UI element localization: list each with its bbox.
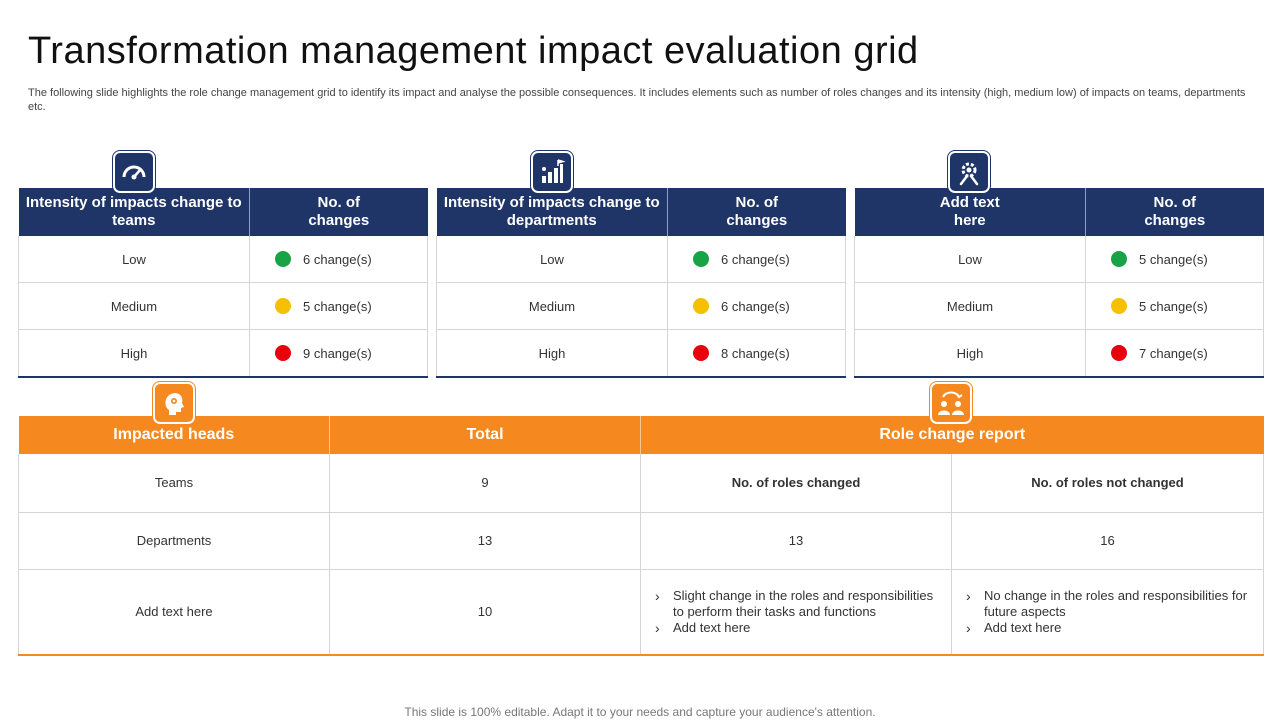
total-header: Total — [329, 416, 641, 454]
intensity-medium: Medium — [436, 282, 668, 330]
changes-header: No. of changes — [667, 188, 846, 236]
people-exchange-icon — [930, 382, 972, 424]
custom-impact-table: Add text here No. of changes Low 5 chang… — [854, 188, 1264, 378]
table-row: High 8 change(s) — [436, 329, 846, 378]
green-dot-icon — [1111, 251, 1127, 267]
impacted-head: Departments — [18, 512, 330, 570]
intensity-medium: Medium — [854, 282, 1086, 330]
list-item: Slight change in the roles and responsib… — [653, 588, 939, 620]
table-row: Add text here 10 Slight change in the ro… — [18, 569, 1264, 656]
table-row: Medium 5 change(s) — [854, 282, 1264, 330]
changes-header: No. of changes — [249, 188, 428, 236]
impacted-head: Add text here — [18, 569, 330, 656]
intensity-low: Low — [18, 236, 250, 283]
roles-changed-label: No. of roles changed — [640, 454, 952, 513]
green-dot-icon — [275, 251, 291, 267]
table-row: High 9 change(s) — [18, 329, 428, 378]
change-count: 8 change(s) — [721, 345, 790, 361]
growth-chart-icon — [531, 151, 573, 193]
change-count: 5 change(s) — [1139, 298, 1208, 314]
list-item: Add text here — [964, 620, 1251, 636]
roles-changed-value: 13 — [640, 512, 952, 570]
table-row: Medium 5 change(s) — [18, 282, 428, 330]
page-subtitle: The following slide highlights the role … — [28, 87, 1246, 113]
departments-impact-table: Intensity of impacts change to departmen… — [436, 188, 846, 378]
role-change-grid: Impacted heads Total Role change report … — [18, 416, 1264, 656]
teams-impact-card: Intensity of impacts change to teams No.… — [18, 151, 428, 378]
changes-header: No. of changes — [1085, 188, 1264, 236]
intensity-medium: Medium — [18, 282, 250, 330]
table-row: Medium 6 change(s) — [436, 282, 846, 330]
brain-head-icon — [153, 382, 195, 424]
intensity-high: High — [436, 329, 668, 378]
change-count: 6 change(s) — [303, 251, 372, 267]
list-item: Add text here — [653, 620, 939, 636]
table-row: Low 6 change(s) — [18, 236, 428, 283]
departments-impact-header: Intensity of impacts change to departmen… — [436, 188, 668, 236]
table-row: Low 6 change(s) — [436, 236, 846, 283]
role-change-table: Impacted heads Total Role change report … — [18, 416, 1264, 656]
change-count: 6 change(s) — [721, 298, 790, 314]
teams-impact-header: Intensity of impacts change to teams — [18, 188, 250, 236]
roles-changed-bullets: Slight change in the roles and responsib… — [641, 588, 951, 636]
departments-impact-card: Intensity of impacts change to departmen… — [436, 151, 846, 378]
intensity-low: Low — [436, 236, 668, 283]
impacted-head: Teams — [18, 454, 330, 513]
intensity-high: High — [854, 329, 1086, 378]
gear-tools-icon — [948, 151, 990, 193]
table-row: High 7 change(s) — [854, 329, 1264, 378]
red-dot-icon — [275, 345, 291, 361]
yellow-dot-icon — [1111, 298, 1127, 314]
change-count: 9 change(s) — [303, 345, 372, 361]
intensity-low: Low — [854, 236, 1086, 283]
roles-not-changed-bullets: No change in the roles and responsibilit… — [952, 588, 1263, 636]
custom-impact-header: Add text here — [854, 188, 1086, 236]
intensity-high: High — [18, 329, 250, 378]
green-dot-icon — [693, 251, 709, 267]
table-row: Teams 9 No. of roles changed No. of role… — [18, 454, 1264, 513]
change-count: 6 change(s) — [721, 251, 790, 267]
impacted-heads-header: Impacted heads — [18, 416, 330, 454]
roles-not-changed-value: 16 — [951, 512, 1264, 570]
table-row: Departments 13 13 16 — [18, 512, 1264, 570]
teams-impact-table: Intensity of impacts change to teams No.… — [18, 188, 428, 378]
footer-note: This slide is 100% editable. Adapt it to… — [404, 705, 876, 719]
yellow-dot-icon — [693, 298, 709, 314]
custom-impact-card: Add text here No. of changes Low 5 chang… — [854, 151, 1264, 378]
table-row: Low 5 change(s) — [854, 236, 1264, 283]
list-item: No change in the roles and responsibilit… — [964, 588, 1251, 620]
change-count: 5 change(s) — [303, 298, 372, 314]
total-value: 13 — [329, 512, 641, 570]
red-dot-icon — [693, 345, 709, 361]
yellow-dot-icon — [275, 298, 291, 314]
change-count: 5 change(s) — [1139, 251, 1208, 267]
total-value: 10 — [329, 569, 641, 656]
roles-not-changed-label: No. of roles not changed — [951, 454, 1264, 513]
page-title: Transformation management impact evaluat… — [28, 30, 919, 72]
change-count: 7 change(s) — [1139, 345, 1208, 361]
gauge-icon — [113, 151, 155, 193]
red-dot-icon — [1111, 345, 1127, 361]
total-value: 9 — [329, 454, 641, 513]
